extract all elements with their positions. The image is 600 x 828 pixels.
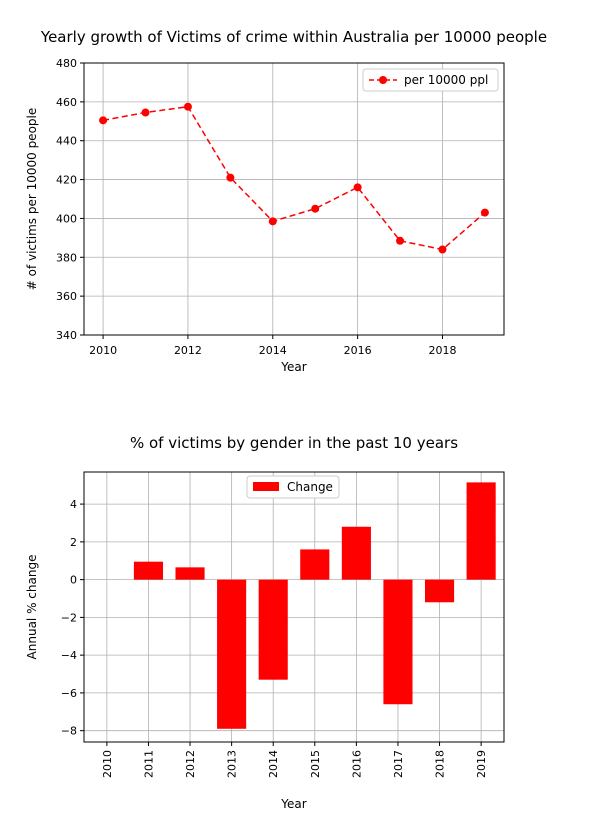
bar-chart-y-tick-label: −8 (61, 725, 77, 738)
line-chart-legend: per 10000 ppl (362, 68, 499, 92)
line-chart-series-line (102, 105, 486, 251)
bar-chart-x-tick-label: 2016 (350, 750, 363, 778)
line-chart-legend-label: per 10000 ppl (404, 73, 488, 87)
bar-chart-bar (175, 567, 205, 580)
line-chart-title: Yearly growth of Victims of crime within… (40, 28, 547, 46)
bar-chart-x-tick-label: 2015 (309, 750, 322, 778)
bar-chart-y-tick-label: −6 (61, 687, 77, 700)
line-chart-data-point (226, 173, 235, 182)
bar-chart-bar (217, 579, 247, 729)
line-chart-data-point (438, 245, 447, 254)
line-chart: Yearly growth of Victims of crime within… (25, 28, 547, 374)
bar-chart-bar (383, 579, 413, 705)
line-chart-x-tick-label: 2014 (259, 344, 287, 357)
bar-chart-ticks: 2010 2011 2012 2013 2014 2015 2016 2017 2018 2019… (61, 498, 488, 778)
bar-chart-x-tick-label: 2018 (434, 750, 447, 778)
bar-chart-y-axis-label: Annual % change (25, 555, 39, 660)
bar-chart-bar (341, 526, 371, 580)
bar-chart-y-tick-label: 0 (70, 574, 77, 587)
line-chart-y-tick-label: 420 (56, 174, 77, 187)
bar-chart-y-tick-label: −4 (61, 649, 77, 662)
bar-chart-grid (84, 472, 504, 742)
line-chart-y-tick-label: 440 (56, 135, 77, 148)
line-chart-legend-box (362, 68, 499, 92)
bar-chart-bar (133, 561, 164, 580)
line-chart-data-point (353, 183, 362, 192)
line-chart-x-tick-label: 2010 (89, 344, 117, 357)
line-chart-y-tick-label: 480 (56, 57, 77, 70)
bar-chart-y-tick-label: 2 (70, 536, 77, 549)
line-chart-data-point (99, 116, 108, 125)
bar-chart-title: % of victims by gender in the past 10 ye… (130, 434, 458, 452)
line-chart-x-axis-label: Year (280, 360, 306, 374)
bar-chart-x-axis-label: Year (280, 797, 306, 811)
bar-chart-y-tick-label: −2 (61, 611, 77, 624)
line-chart-data-point (183, 102, 192, 111)
bar-chart-bar (300, 549, 330, 580)
bar-chart-bars (92, 482, 496, 729)
line-chart-x-tick-label: 2016 (344, 344, 372, 357)
line-chart-data-point (396, 236, 405, 245)
line-chart-plot-frame (83, 62, 505, 336)
bar-chart-x-tick-label: 2017 (392, 750, 405, 778)
bar-chart-y-tick-label: 4 (70, 498, 77, 511)
line-chart-legend-marker (379, 76, 387, 84)
line-chart-y-axis-label: # of victims per 10000 people (25, 108, 39, 291)
line-chart-data-point (268, 217, 277, 226)
bar-chart-x-tick-label: 2013 (226, 750, 239, 778)
bar-chart-bar (466, 482, 496, 580)
bar-chart-legend-swatch (253, 482, 279, 491)
bar-chart-plot-frame (83, 471, 505, 743)
line-chart-series (99, 102, 489, 254)
line-chart-data-point (141, 108, 150, 117)
line-chart-y-tick-label: 340 (56, 329, 77, 342)
bar-chart-legend-label: Change (287, 480, 333, 494)
line-chart-data-point (311, 204, 320, 213)
bar-chart: % of victims by gender in the past 10 ye… (25, 434, 505, 811)
line-chart-y-tick-label: 460 (56, 96, 77, 109)
bar-chart-x-tick-label: 2014 (267, 750, 280, 778)
line-chart-x-tick-label: 2012 (174, 344, 202, 357)
line-chart-grid (84, 62, 504, 336)
line-chart-ticks: 2010 2012 2014 2016 2018 340 360 380 400 420 440 46… (56, 57, 456, 357)
bar-chart-bar (258, 579, 288, 680)
bar-chart-legend-box (246, 475, 340, 499)
bar-chart-x-tick-label: 2011 (142, 750, 155, 778)
line-chart-y-tick-label: 360 (56, 290, 77, 303)
line-chart-y-tick-label: 400 (56, 212, 77, 225)
bar-chart-x-tick-label: 2019 (475, 750, 488, 778)
bar-chart-legend: Change (246, 475, 340, 499)
bar-chart-bar (424, 579, 455, 603)
bar-chart-x-tick-label: 2012 (184, 750, 197, 778)
line-chart-data-point (480, 208, 489, 217)
bar-chart-x-tick-label: 2010 (101, 750, 114, 778)
line-chart-y-tick-label: 380 (56, 251, 77, 264)
line-chart-x-tick-label: 2018 (428, 344, 456, 357)
